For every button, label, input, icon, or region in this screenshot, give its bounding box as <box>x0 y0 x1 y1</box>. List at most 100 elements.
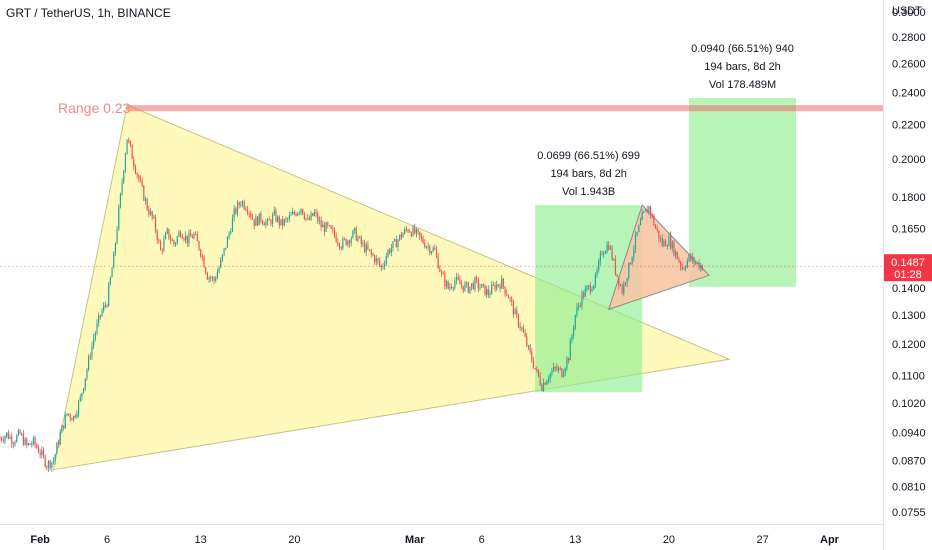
candle-body <box>573 328 575 336</box>
candle-body <box>567 358 570 361</box>
measure_1-label-line: 194 bars, 8d 2h <box>550 168 626 180</box>
candle-body <box>452 287 454 289</box>
candle-body <box>693 257 695 264</box>
candle-body <box>93 338 95 346</box>
candle-body <box>333 229 336 236</box>
candle-body <box>626 278 628 284</box>
candle-body <box>42 450 45 456</box>
candle-body <box>183 238 185 240</box>
candle-body <box>32 437 35 445</box>
candle-body <box>119 193 122 207</box>
candle-body <box>61 425 63 433</box>
candle-body <box>603 253 605 255</box>
candle-body <box>123 170 125 183</box>
measure_2-label-line: Vol 178.489M <box>709 79 776 91</box>
candle-body <box>131 145 133 160</box>
candle-body <box>27 443 30 446</box>
candle-body <box>74 415 76 417</box>
candle-body <box>352 230 354 238</box>
candle-body <box>628 262 630 279</box>
candle-body <box>357 237 359 241</box>
candle-body <box>539 376 541 385</box>
candle-body <box>17 430 19 436</box>
candle-body <box>432 248 434 252</box>
candle-body <box>688 254 690 261</box>
candle-body <box>98 315 100 324</box>
candle-body <box>608 244 610 250</box>
candle-body <box>653 215 655 226</box>
candle-body <box>531 351 533 361</box>
candle-body <box>159 241 162 250</box>
candle-body <box>611 247 613 260</box>
candle-body <box>502 278 504 287</box>
candle-body <box>297 213 299 216</box>
candle-body <box>210 277 212 279</box>
candle-body <box>609 247 612 250</box>
candle-body <box>489 293 491 295</box>
candle-body <box>497 284 499 286</box>
candle-body <box>516 309 518 315</box>
candle-body <box>218 267 220 273</box>
candle-body <box>507 295 509 299</box>
candle-body <box>96 323 98 333</box>
candle-body <box>659 238 662 240</box>
candle-body <box>36 444 38 448</box>
candle-body <box>2 440 4 442</box>
candle-body <box>49 460 51 468</box>
candle-body <box>178 232 180 237</box>
candle-body <box>379 260 381 266</box>
candle-body <box>444 274 446 286</box>
candle-body <box>455 276 458 281</box>
candle-body <box>22 434 25 445</box>
candle-body <box>564 368 566 373</box>
candle-body <box>6 432 8 437</box>
candle-body <box>457 276 459 280</box>
candle-body <box>636 231 638 235</box>
candle-body <box>71 418 73 421</box>
candle-body <box>370 250 372 254</box>
candle-body <box>648 206 650 213</box>
candle-body <box>360 236 362 245</box>
candle-body <box>66 413 68 416</box>
candle-body <box>440 271 443 273</box>
time-tick-label: 13 <box>195 534 207 546</box>
candle-body <box>631 257 633 265</box>
candle-body <box>141 180 143 186</box>
candle-body <box>89 356 91 358</box>
candle-body <box>664 240 667 247</box>
candle-body <box>681 266 683 269</box>
candle-body <box>0 438 1 440</box>
candle-body <box>387 249 389 257</box>
price-tick-label: 0.0755 <box>892 507 926 519</box>
candle-body <box>223 248 225 255</box>
time-axis[interactable]: Feb 6 13 20 Mar 6 13 20 27 Apr <box>30 534 839 546</box>
candle-body <box>643 211 645 213</box>
candle-body <box>512 301 515 315</box>
candle-body <box>14 442 16 445</box>
candle-body <box>225 247 227 249</box>
candle-body <box>186 235 188 244</box>
candle-body <box>556 367 558 371</box>
candle-body <box>81 392 83 397</box>
candle-body <box>169 238 172 241</box>
candle-body <box>37 447 40 453</box>
candle-body <box>656 228 658 231</box>
candle-body <box>427 246 429 248</box>
candle-body <box>230 231 232 233</box>
candle-body <box>616 274 618 277</box>
candle-body <box>238 202 240 206</box>
candle-body <box>469 286 471 293</box>
candle-body <box>39 452 41 455</box>
candle-body <box>397 239 399 248</box>
candle-body <box>253 219 255 226</box>
price-tick-label: 0.1300 <box>892 310 926 322</box>
candle-body <box>335 235 337 242</box>
candle-body <box>277 216 279 222</box>
candle-body <box>64 415 66 429</box>
candle-body <box>273 210 275 215</box>
candle-body <box>138 175 140 180</box>
candle-body <box>298 212 300 214</box>
candle-body <box>521 327 523 329</box>
